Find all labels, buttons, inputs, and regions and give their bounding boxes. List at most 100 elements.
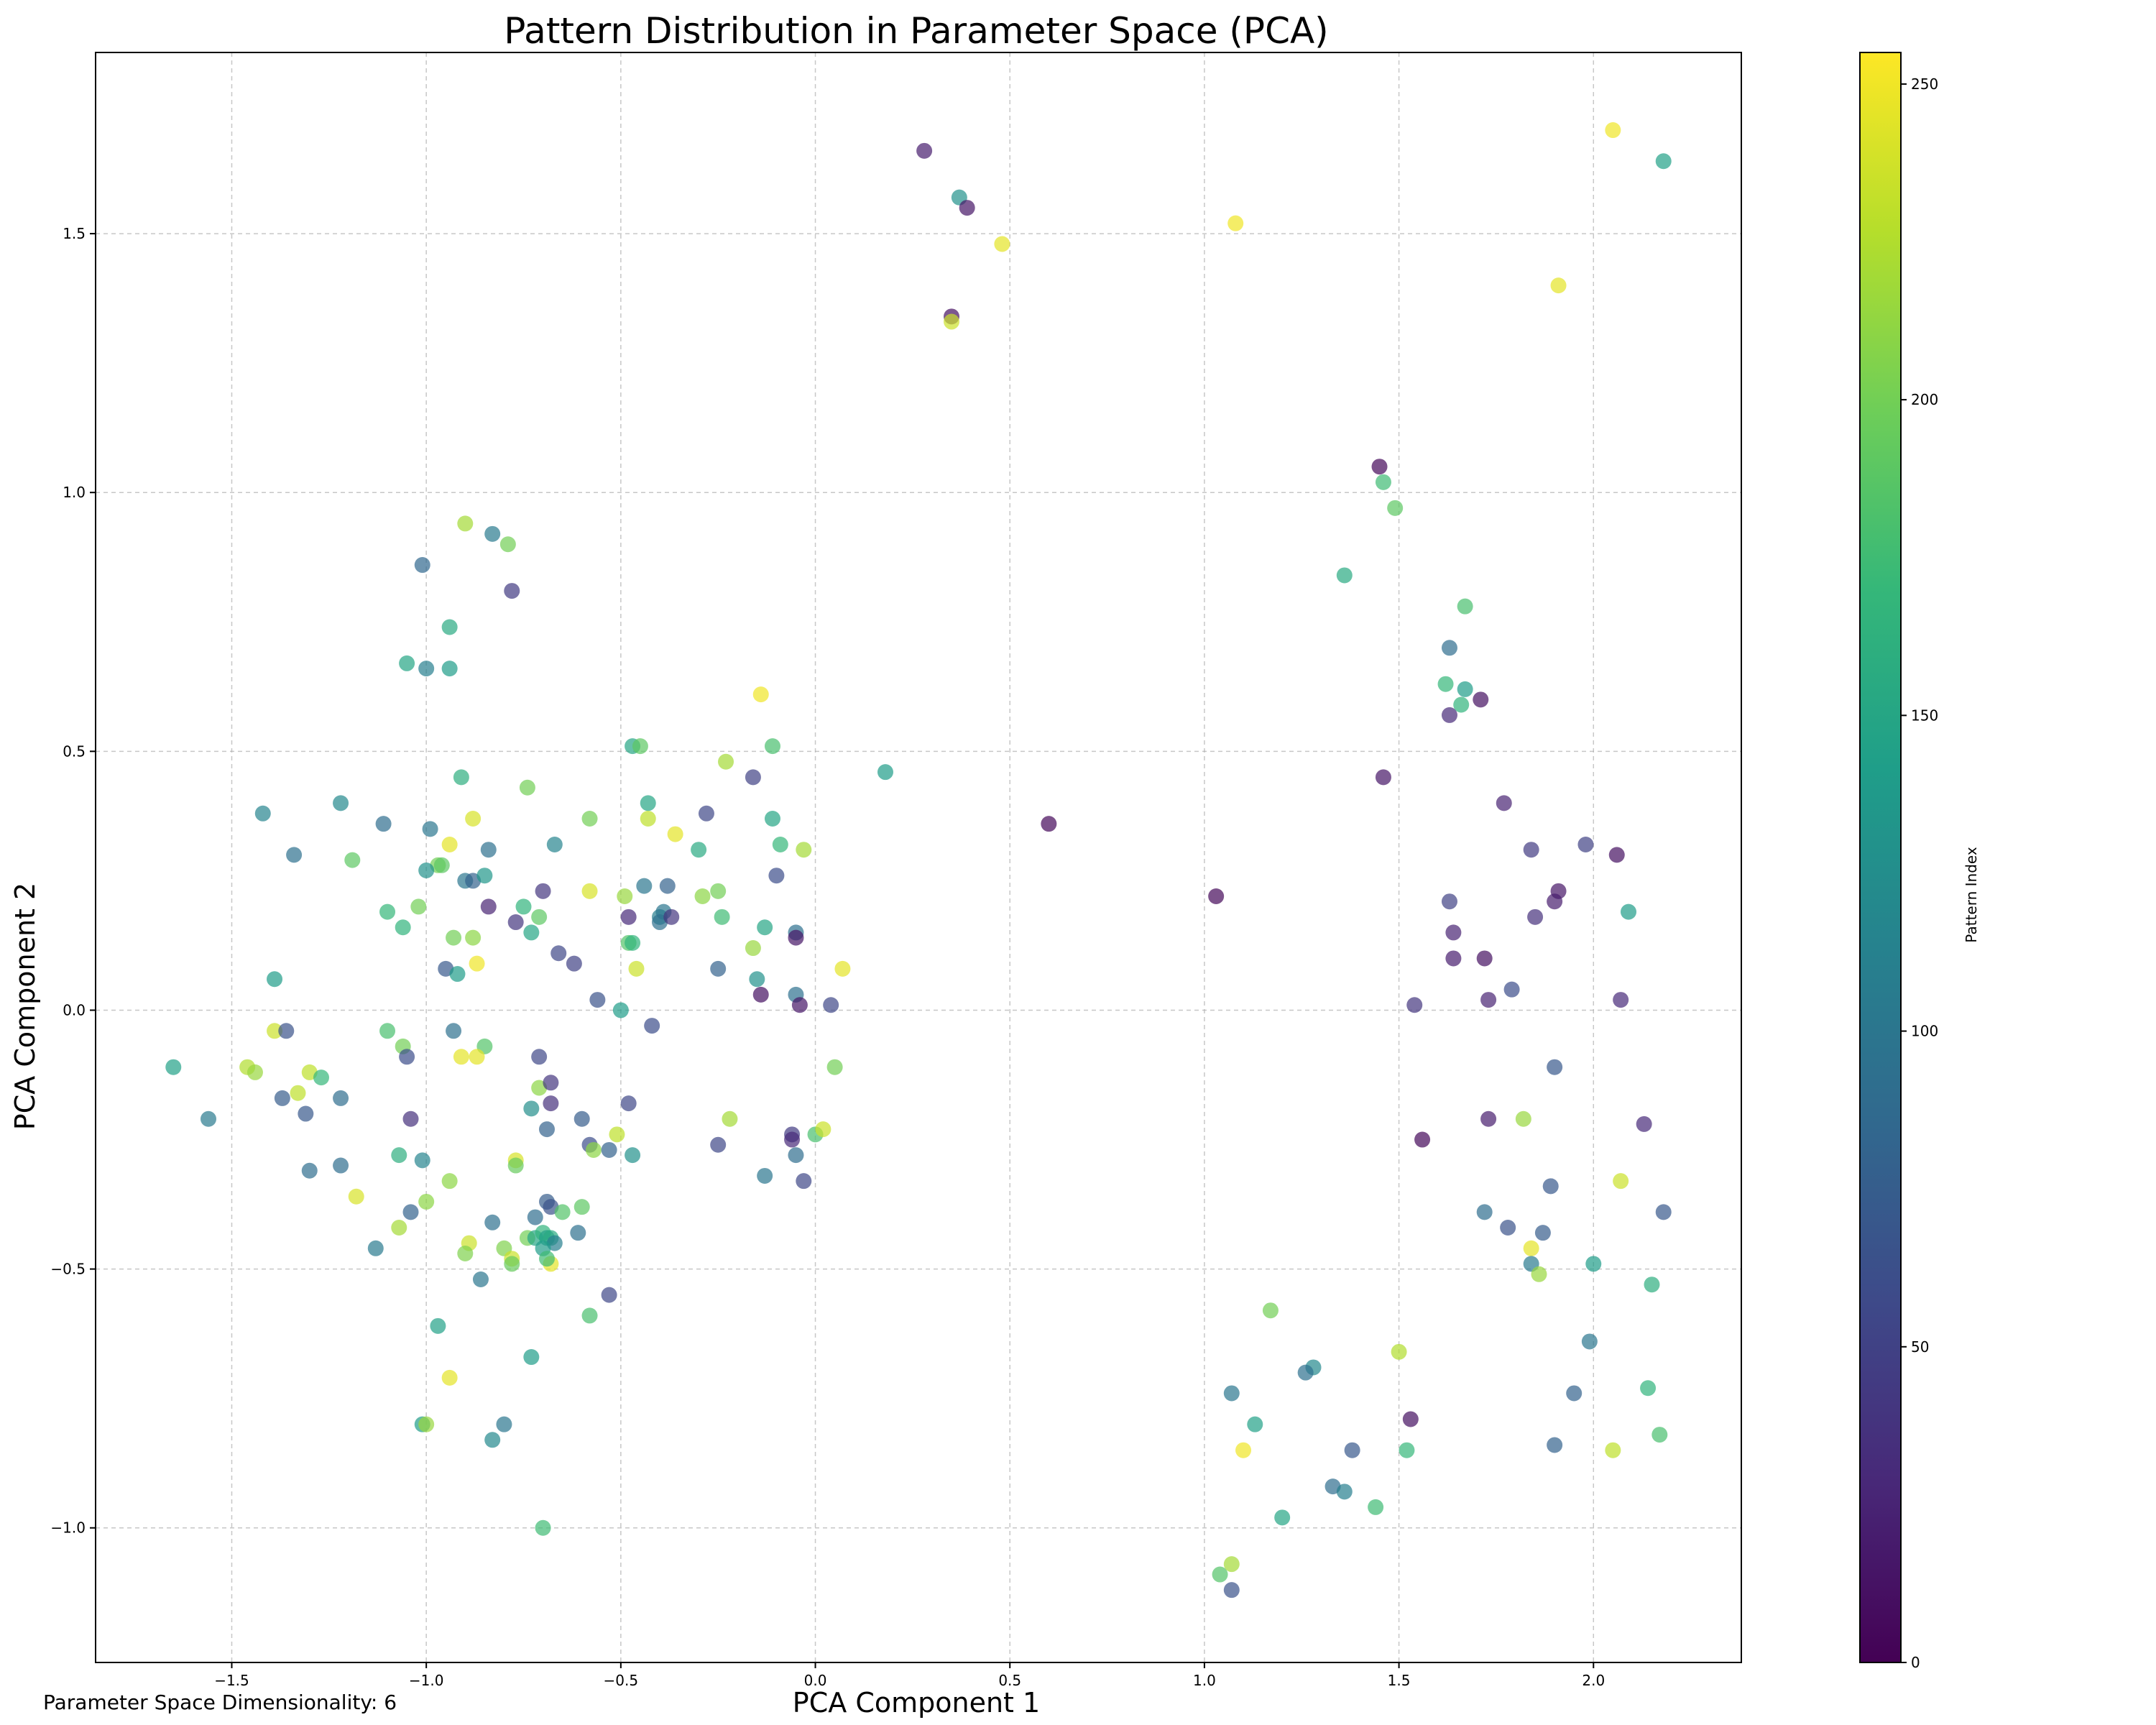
data-point — [644, 1018, 660, 1034]
data-point — [1337, 1484, 1353, 1499]
data-point — [710, 1137, 726, 1153]
data-point — [543, 1095, 558, 1111]
data-point — [247, 1064, 263, 1080]
data-point — [757, 919, 773, 935]
data-point — [399, 656, 415, 671]
data-point — [1391, 1344, 1407, 1360]
data-point — [418, 661, 434, 676]
data-point — [201, 1111, 216, 1127]
dimensionality-note: Parameter Space Dimensionality: 6 — [43, 1690, 397, 1714]
data-point — [722, 1111, 737, 1127]
data-point — [484, 1432, 500, 1448]
data-point — [523, 924, 539, 940]
y-tick-label: 1.0 — [63, 484, 86, 501]
data-point — [823, 997, 839, 1013]
data-point — [481, 898, 497, 914]
data-point — [415, 557, 430, 573]
data-point — [1477, 1204, 1493, 1220]
data-point — [625, 935, 640, 951]
data-point — [555, 1204, 571, 1220]
data-point — [302, 1163, 318, 1179]
data-point — [418, 862, 434, 878]
data-point — [1636, 1116, 1652, 1132]
data-point — [959, 200, 975, 216]
data-point — [714, 909, 730, 925]
data-point — [1224, 1556, 1240, 1572]
data-point — [609, 1126, 625, 1142]
data-point — [765, 811, 780, 827]
data-point — [1547, 1059, 1562, 1075]
data-point — [1376, 769, 1391, 785]
data-point — [877, 764, 893, 780]
data-point — [796, 842, 811, 857]
data-point — [1247, 1417, 1263, 1432]
data-point — [1566, 1385, 1582, 1401]
data-point — [391, 1147, 407, 1163]
data-point — [788, 930, 803, 946]
data-point — [1477, 950, 1493, 966]
data-point — [1457, 599, 1473, 615]
data-point — [668, 827, 683, 842]
colorbar-label: Pattern Index — [1963, 847, 1980, 943]
data-point — [574, 1199, 590, 1215]
colorbar-tick-label: 200 — [1911, 391, 1938, 408]
data-point — [1609, 847, 1625, 862]
data-point — [589, 992, 605, 1008]
data-point — [916, 143, 932, 159]
data-point — [442, 661, 458, 676]
data-point — [570, 1225, 586, 1241]
data-point — [543, 1075, 558, 1090]
data-point — [1644, 1276, 1659, 1292]
data-point — [629, 961, 645, 977]
data-point — [753, 686, 769, 702]
data-point — [484, 1215, 500, 1230]
data-point — [1605, 122, 1621, 138]
data-point — [1445, 924, 1461, 940]
data-point — [636, 878, 652, 894]
data-point — [476, 868, 492, 883]
data-point — [1480, 992, 1496, 1008]
data-point — [446, 930, 461, 946]
data-point — [1298, 1365, 1314, 1381]
x-axis: −1.5 −1.0 −0.5 0.0 0.5 1.0 1.5 2.0 — [214, 1662, 1605, 1689]
data-point — [1480, 1111, 1496, 1127]
data-point — [1524, 842, 1539, 857]
data-point — [749, 971, 765, 987]
data-point — [765, 738, 780, 754]
data-point — [710, 961, 726, 977]
data-point — [582, 883, 598, 899]
colorbar-scale — [1860, 52, 1901, 1662]
data-point — [1414, 1132, 1430, 1148]
data-point — [1551, 277, 1567, 293]
y-tick-label: −1.0 — [50, 1519, 86, 1537]
data-point — [582, 811, 598, 827]
data-point — [1656, 1204, 1672, 1220]
data-point — [1227, 216, 1243, 231]
data-point — [403, 1204, 419, 1220]
data-point — [313, 1070, 329, 1085]
data-point — [602, 1142, 617, 1158]
data-point — [523, 1349, 539, 1365]
data-point — [1547, 893, 1562, 909]
data-point — [1613, 992, 1628, 1008]
data-point — [768, 868, 784, 883]
y-tick-label: 0.0 — [63, 1001, 86, 1018]
data-point — [516, 898, 532, 914]
grid — [96, 52, 1741, 1662]
colorbar-tick-label: 250 — [1911, 75, 1938, 93]
data-point — [165, 1059, 181, 1075]
data-point — [465, 930, 481, 946]
data-point — [788, 1147, 803, 1163]
data-point — [410, 898, 426, 914]
data-point — [255, 806, 271, 822]
data-point — [1613, 1173, 1628, 1189]
data-point — [379, 904, 395, 920]
data-point — [469, 1049, 485, 1064]
data-point — [379, 1023, 395, 1039]
data-point — [1500, 1220, 1516, 1236]
y-axis: −1.0 −0.5 0.0 0.5 1.0 1.5 — [50, 225, 96, 1537]
chart-title: Pattern Distribution in Parameter Space … — [504, 10, 1328, 52]
y-tick-label: 1.5 — [63, 225, 86, 242]
y-tick-label: −0.5 — [50, 1261, 86, 1278]
data-point — [391, 1220, 407, 1236]
